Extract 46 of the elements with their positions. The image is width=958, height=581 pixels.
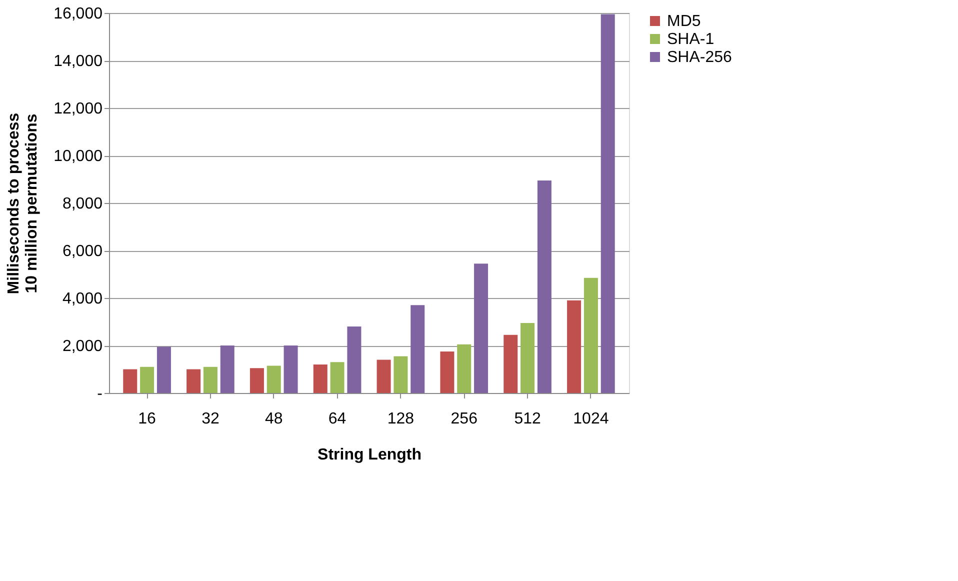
bar (520, 322, 535, 393)
bar (347, 326, 362, 393)
y-tick-label: - (97, 386, 102, 402)
y-tick-label: 10,000 (54, 148, 103, 165)
y-tick-label: 12,000 (54, 100, 103, 118)
bar (220, 346, 234, 393)
bar (457, 344, 472, 393)
x-tick-label: 256 (450, 410, 478, 428)
bar (394, 356, 408, 393)
bar (474, 264, 488, 393)
bar (156, 346, 171, 393)
y-tick-label: 16,000 (54, 6, 103, 22)
bar (410, 305, 425, 393)
bar (376, 360, 391, 393)
y-tick-label: 8,000 (62, 196, 103, 212)
bar (284, 346, 298, 393)
y-tick-label: 14,000 (54, 53, 103, 70)
x-tick-label: 1024 (573, 410, 609, 428)
bar (567, 300, 582, 393)
bar (203, 366, 218, 393)
bar (584, 278, 598, 393)
legend-label: SHA-1 (667, 31, 714, 48)
x-tick-label: 48 (264, 410, 283, 428)
bar (123, 369, 138, 393)
bar (440, 351, 454, 393)
y-tick-label: 6,000 (62, 243, 103, 260)
bar (537, 180, 552, 393)
legend-label: MD5 (667, 13, 701, 30)
bar (266, 366, 281, 393)
y-axis-title: Milliseconds to process 10 million permutations (6, 112, 41, 294)
bar (250, 368, 264, 393)
bar (313, 364, 328, 393)
y-tick-label: 2,000 (62, 338, 103, 355)
x-tick-label: 64 (328, 410, 346, 428)
x-tick-label: 32 (202, 410, 220, 428)
bar (504, 334, 518, 393)
bar (600, 14, 615, 393)
y-tick-label: 4,000 (62, 290, 103, 308)
x-axis-title: String Length (318, 446, 422, 464)
bar (186, 369, 201, 393)
x-tick-label: 128 (387, 410, 414, 428)
bar (140, 366, 154, 393)
bar (330, 362, 344, 393)
x-tick-label: 512 (514, 410, 541, 428)
legend-label: SHA-256 (667, 49, 732, 66)
x-tick-label: 16 (138, 410, 156, 428)
